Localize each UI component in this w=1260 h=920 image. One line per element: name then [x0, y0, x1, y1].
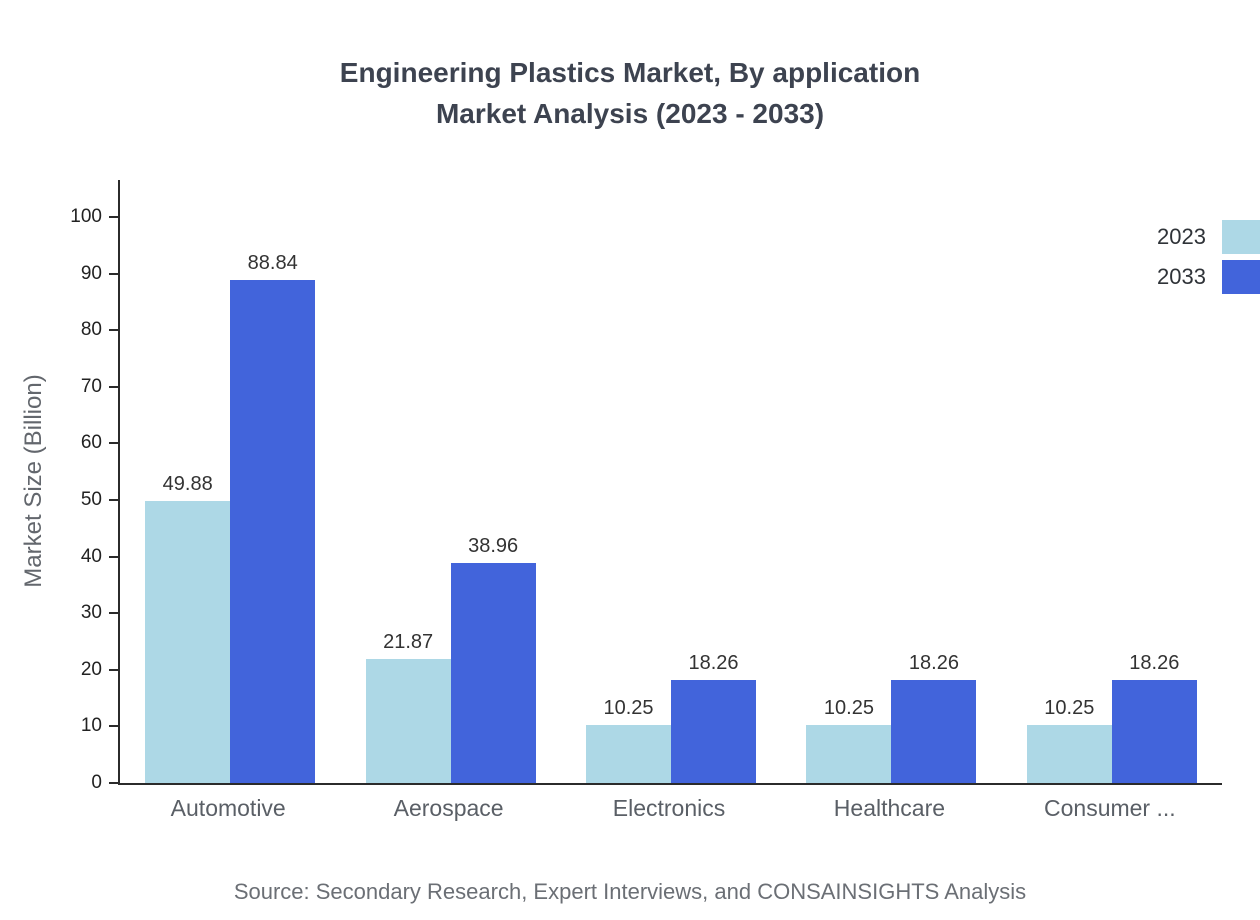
y-tick-label: 100: [70, 206, 102, 227]
x-axis-labels: Automotive Aerospace Electronics Healthcare…: [118, 795, 1220, 822]
x-axis-label: Electronics: [612, 795, 726, 821]
bar-value-label: 18.26: [908, 651, 959, 674]
bar-column: 88.84: [230, 252, 316, 783]
legend-swatch: [1222, 220, 1260, 254]
chart-title: Engineering Plastics Market, By applicat…: [0, 52, 1260, 134]
bar-2023: [365, 659, 451, 783]
y-tick-label: 40: [80, 545, 102, 567]
chart-title-line1: Engineering Plastics Market, By applicat…: [339, 57, 921, 88]
x-axis-label: Automotive: [170, 795, 286, 821]
bar-2023: [1026, 725, 1112, 783]
bar-value-label: 10.25: [603, 697, 654, 719]
bar-group-4: 10.25 18.26: [781, 180, 1001, 783]
x-axis-label: Consumer ...: [1044, 795, 1176, 821]
y-tick-mark: [109, 555, 118, 558]
bar-2023: [806, 725, 892, 783]
x-axis-label: Aerospace: [393, 795, 504, 821]
y-tick-mark: [109, 216, 118, 218]
bar-2033: [671, 679, 757, 783]
bar-2033: [891, 679, 977, 783]
bar-column: 10.25: [586, 697, 672, 783]
bar-column: 21.87: [365, 631, 451, 783]
y-tick-mark: [109, 725, 118, 728]
y-tick-label: 60: [80, 432, 102, 454]
bar-value-label: 38.96: [468, 534, 519, 557]
y-tick-label: 70: [80, 375, 102, 397]
bar-column: 10.25: [806, 697, 892, 783]
bar-group-3: 10.25 18.26: [561, 180, 781, 783]
bar-column: 18.26: [1111, 651, 1197, 783]
y-tick-mark: [109, 782, 118, 784]
y-tick-mark: [109, 612, 118, 615]
chart-title-line2: Market Analysis (2023 - 2033): [435, 98, 825, 129]
bar-column: 18.26: [891, 651, 977, 783]
y-tick-label: 30: [80, 602, 102, 624]
y-tick-mark: [109, 385, 118, 388]
y-tick-mark: [109, 329, 118, 332]
y-tick-label: 50: [80, 489, 102, 510]
y-tick-label: 0: [91, 772, 102, 793]
bar-value-label: 21.87: [383, 631, 434, 654]
x-axis-label: Healthcare: [833, 795, 946, 821]
bar-column: 38.96: [450, 534, 536, 783]
y-tick-label: 10: [80, 715, 102, 737]
bar-value-label: 18.26: [688, 651, 739, 674]
y-tick-label: 80: [80, 319, 102, 341]
bar-group-5: 10.25 18.26: [1002, 180, 1222, 783]
y-tick-mark: [109, 668, 118, 671]
bar-group-1: 49.88 88.84: [120, 180, 340, 783]
bar-2023: [145, 500, 231, 783]
y-tick-mark: [109, 499, 118, 501]
y-tick-label: 20: [80, 658, 102, 680]
legend: 2023 2033: [1157, 220, 1260, 300]
y-tick-mark: [109, 272, 118, 275]
legend-label: 2023: [1157, 224, 1206, 249]
y-tick-label: 90: [80, 262, 102, 284]
bar-2023: [586, 725, 672, 783]
bar-column: 49.88: [145, 472, 231, 783]
legend-label: 2033: [1157, 264, 1206, 289]
bar-2033: [230, 280, 316, 783]
bar-group-2: 21.87 38.96: [340, 180, 560, 783]
bar-value-label: 49.88: [162, 472, 213, 495]
y-axis-title: Market Size (Billion): [20, 374, 47, 588]
legend-item-2033: 2033: [1157, 260, 1260, 294]
legend-item-2023: 2023: [1157, 220, 1260, 254]
bar-groups: 49.88 88.84 21.87 38.96 10.25 18.26 10.25 18.26…: [120, 180, 1222, 783]
source-note: Source: Secondary Research, Expert Inter…: [233, 879, 1027, 904]
bar-column: 10.25: [1026, 697, 1112, 783]
plot-area: 49.88 88.84 21.87 38.96 10.25 18.26 10.25 18.26…: [70, 180, 1222, 793]
bar-2033: [450, 562, 536, 783]
bar-column: 18.26: [671, 651, 757, 783]
bar-value-label: 10.25: [823, 697, 874, 719]
bar-value-label: 88.84: [247, 252, 298, 275]
bar-value-label: 10.25: [1044, 697, 1095, 719]
y-tick-mark: [109, 442, 118, 445]
bar-value-label: 18.26: [1129, 651, 1180, 674]
bar-2033: [1111, 679, 1197, 783]
legend-swatch: [1222, 260, 1260, 294]
